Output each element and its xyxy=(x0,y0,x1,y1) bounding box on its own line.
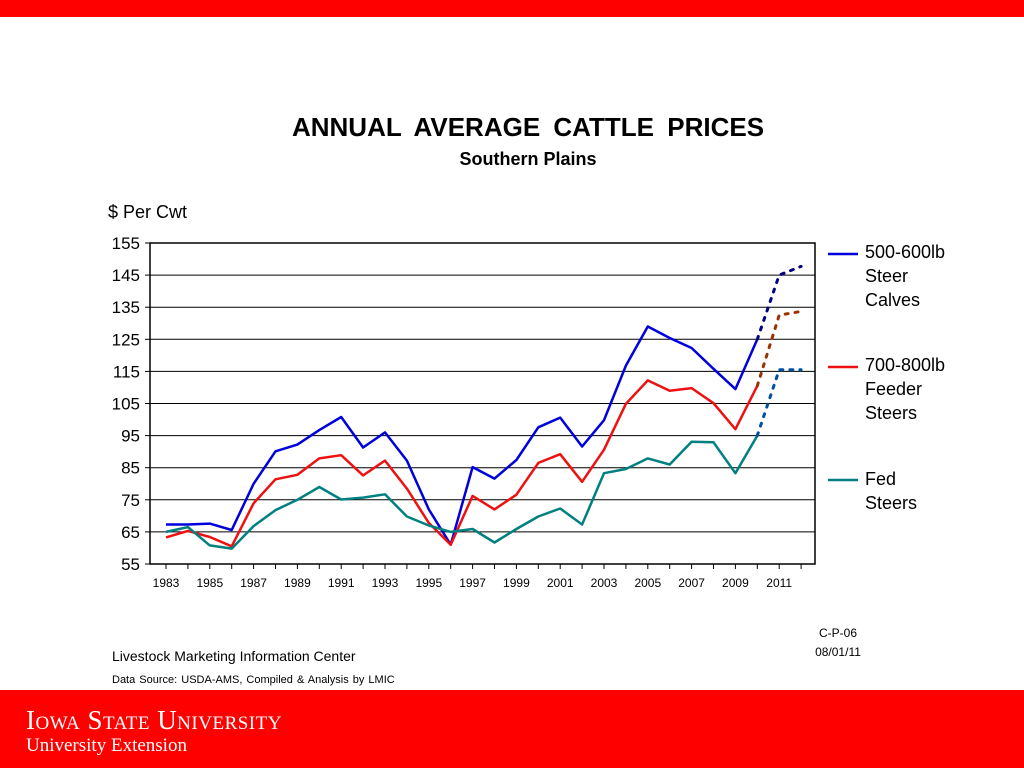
logo-university-name: Iowa State University xyxy=(26,705,282,735)
y-tick-label: 65 xyxy=(121,523,140,542)
y-tick-label: 135 xyxy=(112,298,140,317)
y-tick-label: 75 xyxy=(121,491,140,510)
series-line xyxy=(165,379,759,548)
y-tick-label: 85 xyxy=(121,459,140,478)
x-tick-label: 1995 xyxy=(415,576,442,590)
slide-code: C-P-06 xyxy=(818,626,857,640)
series-forecast-line xyxy=(755,309,803,388)
legend-line: Feeder xyxy=(865,379,923,399)
series-forecast-line xyxy=(755,264,803,341)
footer-red-band xyxy=(0,690,1024,768)
y-tick-label: 95 xyxy=(121,427,140,446)
legend-label-fed-steers: Fed Steers xyxy=(865,467,975,515)
x-tick-label: 1989 xyxy=(284,576,311,590)
series-forecast-line xyxy=(755,368,803,438)
top-red-bar xyxy=(0,0,1024,17)
y-tick-label: 155 xyxy=(112,234,140,253)
chart-subtitle: Southern Plains xyxy=(459,149,597,169)
x-tick-label: 2003 xyxy=(591,576,618,590)
y-tick-label: 55 xyxy=(121,555,140,574)
university-logo: Iowa State University University Extensi… xyxy=(26,705,282,757)
y-tick-label: 115 xyxy=(113,362,140,381)
series-line xyxy=(165,434,759,550)
legend-line: 500-600lb xyxy=(865,242,946,262)
legend-label-steer-calves: 500-600lb Steer Calves xyxy=(865,240,975,312)
legend-line: Steers xyxy=(865,493,918,513)
x-tick-label: 1985 xyxy=(196,576,223,590)
source-organization: Livestock Marketing Information Center xyxy=(112,648,356,664)
x-tick-label: 2007 xyxy=(678,576,705,590)
x-tick-label: 1983 xyxy=(153,576,180,590)
x-tick-label: 1987 xyxy=(240,576,267,590)
legend-line: Calves xyxy=(865,290,921,310)
legend-line: Steers xyxy=(865,403,918,423)
slide-date: 08/01/11 xyxy=(815,645,861,659)
y-tick-label: 105 xyxy=(112,395,140,414)
y-axis-unit-label: $ Per Cwt xyxy=(108,202,188,222)
logo-extension-name: University Extension xyxy=(26,735,187,756)
series-line xyxy=(166,325,759,546)
chart-title: ANNUAL AVERAGE CATTLE PRICES xyxy=(291,112,765,142)
x-tick-label: 2011 xyxy=(766,576,792,590)
y-tick-label: 125 xyxy=(112,330,140,349)
legend-line: 700-800lb xyxy=(865,355,946,375)
y-tick-label: 145 xyxy=(112,266,140,285)
price-line-chart: 55 65 75 85 95 105 115 125 135 145 155 1983 1985 1987… xyxy=(112,234,858,590)
legend-label-feeder-steers: 700-800lb Feeder Steers xyxy=(865,353,975,425)
x-tick-label: 1999 xyxy=(503,576,530,590)
data-source-note: Data Source: USDA-AMS, Compiled & Analys… xyxy=(112,674,395,686)
x-tick-label: 1993 xyxy=(372,576,399,590)
plot-border xyxy=(149,242,816,565)
x-tick-label: 2009 xyxy=(722,576,749,590)
x-tick-label: 2005 xyxy=(634,576,661,590)
x-tick-label: 1997 xyxy=(459,576,486,590)
legend-line: Fed xyxy=(865,469,897,489)
x-tick-label: 1991 xyxy=(328,576,355,590)
x-tick-label: 2001 xyxy=(547,576,574,590)
legend-line: Steer xyxy=(865,266,909,286)
